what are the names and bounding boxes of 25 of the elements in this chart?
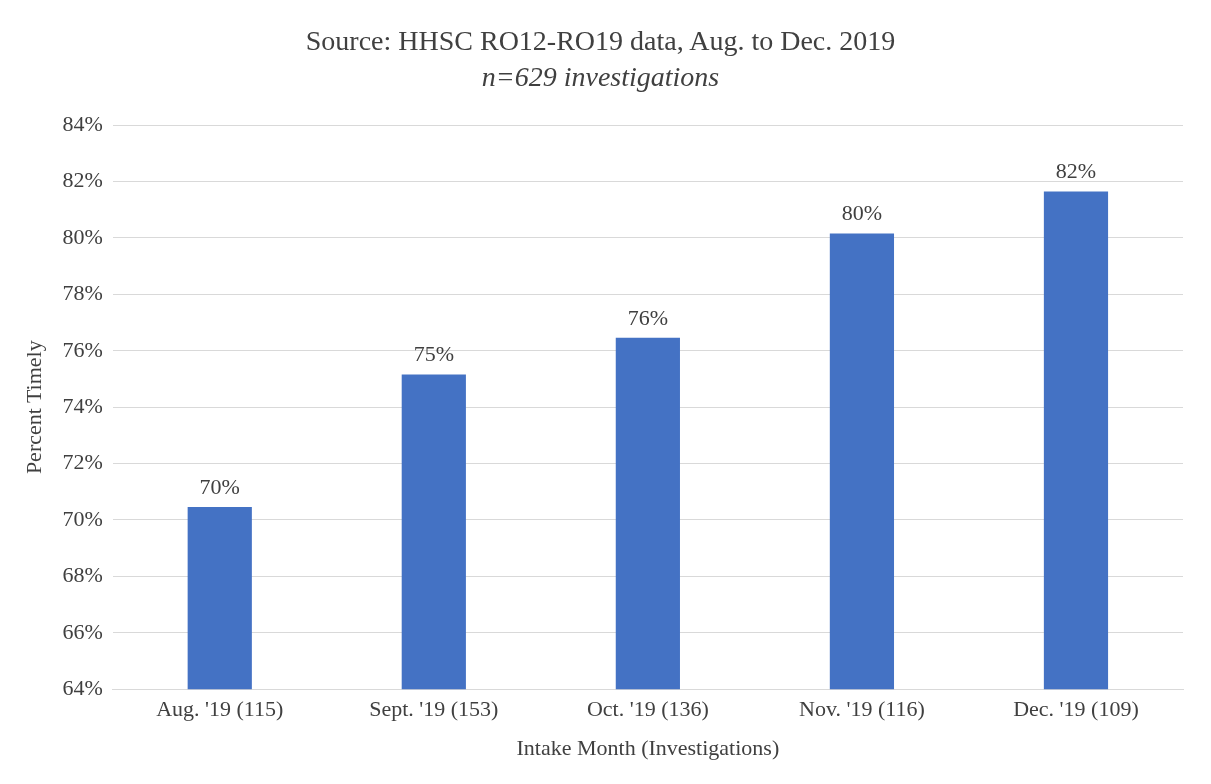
chart-subtitle: n=629 investigations	[481, 60, 720, 92]
data-label: 75%	[413, 341, 454, 367]
y-tick-label: 74%	[62, 392, 103, 418]
x-axis-title: Intake Month (Investigations)	[516, 734, 780, 760]
y-tick-label: 80%	[62, 223, 103, 249]
y-tick-label: 76%	[62, 336, 103, 362]
chart-title: Source: HHSC RO12-RO19 data, Aug. to Dec. 2019	[305, 25, 896, 57]
x-tick-label: Oct. '19 (136)	[586, 696, 709, 722]
data-label: 76%	[627, 304, 669, 330]
x-tick-label: Dec. '19 (109)	[1013, 696, 1139, 722]
x-tick-label: Nov. '19 (116)	[799, 696, 925, 722]
data-label: 70%	[199, 473, 240, 499]
y-tick-label: 64%	[62, 674, 103, 700]
y-tick-label: 82%	[62, 167, 103, 193]
y-tick-label: 84%	[62, 110, 103, 136]
data-label: 80%	[841, 200, 883, 226]
x-tick-label: Aug. '19 (115)	[156, 696, 284, 722]
x-tick-label: Sept. '19 (153)	[369, 696, 499, 722]
y-tick-label: 68%	[62, 562, 103, 588]
y-tick-label: 78%	[62, 280, 103, 306]
y-tick-label: 66%	[62, 618, 103, 644]
y-axis-title: Percent Timely	[20, 340, 46, 475]
data-label: 82%	[1055, 158, 1097, 184]
y-tick-label: 70%	[62, 505, 103, 531]
y-tick-label: 72%	[62, 449, 103, 475]
